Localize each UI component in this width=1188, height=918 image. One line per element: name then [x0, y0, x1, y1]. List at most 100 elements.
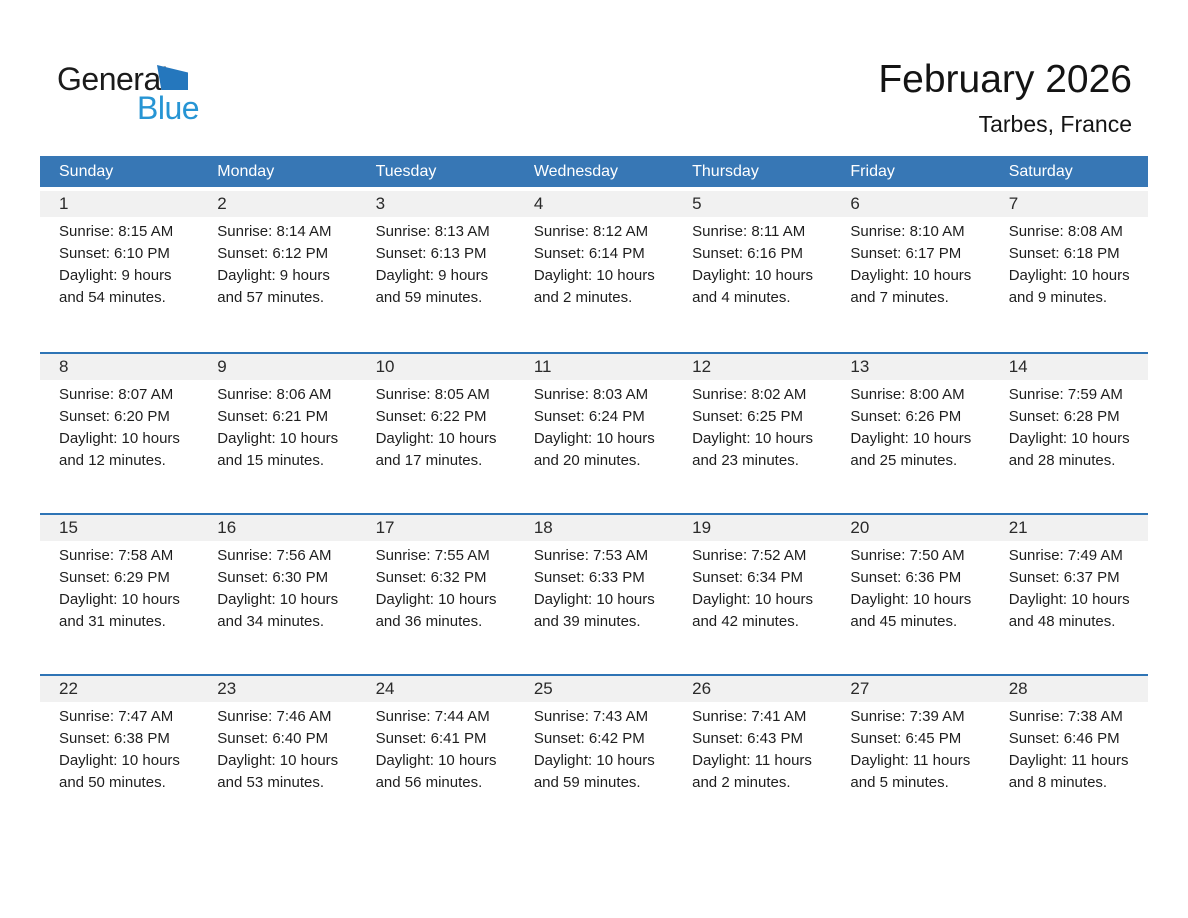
daylight-text-line2: and 54 minutes. [59, 289, 166, 306]
sunrise-text: Sunrise: 8:15 AM [59, 223, 174, 240]
sunset-text: Sunset: 6:32 PM [375, 569, 487, 586]
general-blue-logo: General Blue [57, 61, 207, 126]
sunrise-text: Sunrise: 7:56 AM [217, 547, 332, 564]
day-cell: Sunrise: 8:05 AM Sunset: 6:22 PM Daylight:… [357, 384, 515, 472]
daylight-text-line1: Daylight: 10 hours [533, 430, 655, 447]
sunset-text: Sunset: 6:16 PM [692, 245, 804, 262]
calendar-week-row: 1 2 3 4 5 6 7 Sunrise: 8:15 AM Sunset: 6:10 PM Da… [40, 191, 1148, 352]
sunset-text: Sunset: 6:22 PM [375, 408, 487, 425]
weekday-header-friday: Friday [850, 162, 895, 180]
day-number: 13 [850, 357, 870, 376]
calendar-week-row: 22 23 24 25 26 27 28 Sunrise: 7:47 AM Sunset: 6:… [40, 674, 1148, 835]
day-cell: Sunrise: 8:11 AM Sunset: 6:16 PM Daylight:… [673, 221, 831, 309]
sunrise-text: Sunrise: 7:39 AM [850, 708, 965, 725]
daylight-text-line2: and 2 minutes. [692, 774, 791, 791]
daylight-text-line2: and 31 minutes. [59, 613, 166, 630]
daylight-text-line2: and 45 minutes. [850, 613, 958, 630]
sunset-text: Sunset: 6:24 PM [533, 408, 645, 425]
week-day-details-row: Sunrise: 8:15 AM Sunset: 6:10 PM Daylight:… [40, 221, 1148, 309]
daylight-text-line1: Daylight: 10 hours [375, 752, 497, 769]
daylight-text-line2: and 25 minutes. [850, 452, 958, 469]
daylight-text-line1: Daylight: 10 hours [533, 591, 655, 608]
day-number: 22 [59, 679, 78, 698]
day-number: 20 [850, 518, 870, 537]
daylight-text-line2: and 20 minutes. [533, 452, 641, 469]
week-day-number-strip: 15 16 17 18 19 20 21 [40, 515, 1148, 541]
calendar-body: 1 2 3 4 5 6 7 Sunrise: 8:15 AM Sunset: 6:10 PM Da… [40, 191, 1148, 835]
sunset-text: Sunset: 6:25 PM [692, 408, 804, 425]
daylight-text-line2: and 8 minutes. [1008, 774, 1108, 791]
daylight-text-line2: and 42 minutes. [692, 613, 799, 630]
sunset-text: Sunset: 6:33 PM [533, 569, 645, 586]
day-number: 17 [375, 518, 395, 537]
sunset-text: Sunset: 6:18 PM [1008, 245, 1120, 262]
week-day-number-strip: 1 2 3 4 5 6 7 [40, 191, 1148, 217]
sunrise-text: Sunrise: 7:50 AM [850, 547, 965, 564]
day-cell: Sunrise: 8:07 AM Sunset: 6:20 PM Daylight:… [40, 384, 198, 472]
sunset-text: Sunset: 6:21 PM [217, 408, 329, 425]
daylight-text-line2: and 15 minutes. [217, 452, 325, 469]
sunrise-text: Sunrise: 8:06 AM [217, 386, 332, 403]
daylight-text-line2: and 53 minutes. [217, 774, 325, 791]
daylight-text-line1: Daylight: 10 hours [1008, 430, 1130, 447]
sunrise-text: Sunrise: 7:53 AM [533, 547, 649, 564]
weekday-header-monday: Monday [217, 162, 275, 180]
sunset-text: Sunset: 6:13 PM [375, 245, 487, 262]
day-cell: Sunrise: 7:58 AM Sunset: 6:29 PM Daylight:… [40, 545, 198, 633]
day-number: 12 [692, 357, 712, 376]
sunrise-text: Sunrise: 7:44 AM [375, 708, 490, 725]
sunrise-text: Sunrise: 7:59 AM [1008, 386, 1123, 403]
day-number: 4 [533, 194, 544, 213]
day-cell: Sunrise: 7:47 AM Sunset: 6:38 PM Daylight:… [40, 706, 198, 794]
daylight-text-line1: Daylight: 10 hours [1008, 591, 1130, 608]
sunrise-text: Sunrise: 8:05 AM [375, 386, 490, 403]
sunrise-text: Sunrise: 8:00 AM [850, 386, 965, 403]
sunrise-text: Sunrise: 8:13 AM [375, 223, 490, 240]
logo-text-blue: Blue [137, 90, 200, 126]
day-cell: Sunrise: 8:02 AM Sunset: 6:25 PM Daylight:… [673, 384, 831, 472]
day-cell: Sunrise: 7:52 AM Sunset: 6:34 PM Daylight:… [673, 545, 831, 633]
sunrise-text: Sunrise: 8:08 AM [1008, 223, 1123, 240]
day-number: 21 [1008, 518, 1028, 537]
daylight-text-line2: and 34 minutes. [217, 613, 325, 630]
day-number: 25 [533, 679, 553, 698]
sunrise-text: Sunrise: 8:02 AM [692, 386, 807, 403]
sunset-text: Sunset: 6:37 PM [1008, 569, 1120, 586]
day-cell: Sunrise: 8:03 AM Sunset: 6:24 PM Daylight:… [515, 384, 673, 472]
day-cell: Sunrise: 8:00 AM Sunset: 6:26 PM Daylight:… [831, 384, 989, 472]
day-number: 1 [59, 194, 69, 213]
weekday-header-thursday: Thursday [692, 162, 759, 180]
sunrise-text: Sunrise: 8:10 AM [850, 223, 965, 240]
week-day-details-row: Sunrise: 7:47 AM Sunset: 6:38 PM Daylight:… [40, 706, 1148, 794]
sunset-text: Sunset: 6:10 PM [59, 245, 170, 262]
sunrise-text: Sunrise: 8:12 AM [533, 223, 649, 240]
sunset-text: Sunset: 6:41 PM [375, 730, 487, 747]
daylight-text-line2: and 12 minutes. [59, 452, 166, 469]
sunset-text: Sunset: 6:26 PM [850, 408, 962, 425]
sunset-text: Sunset: 6:29 PM [59, 569, 170, 586]
daylight-text-line1: Daylight: 10 hours [533, 267, 655, 284]
daylight-text-line1: Daylight: 11 hours [1008, 752, 1129, 769]
daylight-text-line1: Daylight: 10 hours [375, 430, 497, 447]
calendar-week-row: 8 9 10 11 12 13 14 Sunrise: 8:07 AM Sunset: 6:20… [40, 352, 1148, 513]
sunset-text: Sunset: 6:42 PM [533, 730, 645, 747]
daylight-text-line1: Daylight: 10 hours [533, 752, 655, 769]
daylight-text-line2: and 5 minutes. [850, 774, 949, 791]
weekday-header-saturday: Saturday [1008, 162, 1073, 180]
logo-text-general: General [57, 61, 168, 97]
day-cell: Sunrise: 8:12 AM Sunset: 6:14 PM Daylight:… [515, 221, 673, 309]
daylight-text-line2: and 39 minutes. [533, 613, 641, 630]
daylight-text-line2: and 28 minutes. [1008, 452, 1116, 469]
daylight-text-line1: Daylight: 10 hours [217, 752, 339, 769]
day-number: 15 [59, 518, 78, 537]
week-day-details-row: Sunrise: 7:58 AM Sunset: 6:29 PM Daylight:… [40, 545, 1148, 633]
day-cell: Sunrise: 7:46 AM Sunset: 6:40 PM Daylight:… [198, 706, 356, 794]
calendar-week-row: 15 16 17 18 19 20 21 Sunrise: 7:58 AM Sunset: 6:… [40, 513, 1148, 674]
daylight-text-line2: and 23 minutes. [692, 452, 799, 469]
sunrise-text: Sunrise: 8:14 AM [217, 223, 332, 240]
sunset-text: Sunset: 6:20 PM [59, 408, 170, 425]
day-number: 23 [217, 679, 237, 698]
daylight-text-line2: and 59 minutes. [375, 289, 483, 306]
day-cell: Sunrise: 8:10 AM Sunset: 6:17 PM Daylight:… [831, 221, 989, 309]
daylight-text-line2: and 9 minutes. [1008, 289, 1108, 306]
